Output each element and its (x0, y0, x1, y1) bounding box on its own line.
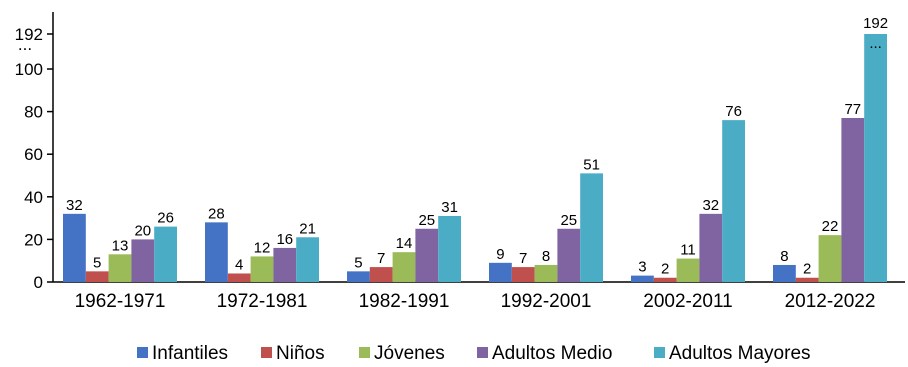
y-tick-label: 60 (24, 145, 43, 164)
bar (653, 277, 677, 282)
data-label: 7 (377, 250, 385, 267)
bar (864, 34, 887, 282)
data-label: 8 (542, 248, 550, 265)
bar (818, 235, 842, 282)
bar (63, 213, 86, 282)
y-tick-label: 0 (34, 273, 43, 292)
data-label: 192 (863, 15, 888, 32)
legend-label: Infantiles (152, 343, 228, 364)
bar (557, 228, 581, 282)
bar (85, 271, 109, 282)
bar (511, 267, 535, 282)
data-label: 4 (235, 256, 243, 273)
legend-label: Niños (276, 343, 325, 364)
data-label: 25 (560, 212, 577, 229)
data-label: 3 (638, 259, 646, 276)
data-label: 5 (354, 254, 362, 271)
legend: Infantiles Niños Jóvenes Adultos Medio Adult… (137, 343, 811, 364)
legend-swatch (261, 347, 272, 358)
data-label: 7 (519, 250, 527, 267)
data-label: 12 (254, 239, 271, 256)
y-tick-label: 192 (15, 25, 43, 44)
bar (795, 277, 819, 282)
bar (369, 267, 393, 282)
bar (631, 275, 654, 282)
bar (773, 264, 796, 282)
x-category-label: 1992-2001 (501, 291, 592, 312)
x-category-label: 1962-1971 (75, 291, 166, 312)
chart-bars (63, 34, 887, 283)
data-label: 26 (157, 210, 174, 227)
legend-swatch (654, 347, 665, 358)
bar (841, 117, 865, 283)
legend-swatch (359, 347, 370, 358)
bar (154, 226, 177, 282)
x-category-label: 1972-1981 (217, 291, 308, 312)
y-axis-ticks: 0 20 40 60 80 100 192... (15, 25, 53, 292)
data-label: 16 (276, 231, 293, 248)
data-label: 9 (496, 246, 504, 263)
y-tick-label: 80 (24, 103, 43, 122)
x-category-label: 2002-2011 (643, 291, 732, 312)
bar (227, 273, 251, 282)
data-label: 25 (418, 212, 435, 229)
data-label: 32 (66, 197, 83, 214)
data-label: 11 (680, 242, 696, 259)
bar (250, 256, 274, 282)
chart-axes (52, 12, 905, 283)
data-label: 28 (208, 205, 225, 222)
legend-label: Adultos Medio (492, 343, 612, 364)
x-category-label: 2012-2022 (785, 291, 876, 312)
bar (415, 228, 439, 282)
bar (296, 237, 319, 282)
bar (131, 239, 155, 282)
data-label: 5 (93, 254, 101, 271)
bar (489, 262, 512, 282)
bar (676, 258, 700, 282)
bar (392, 252, 416, 282)
legend-swatch (137, 347, 148, 358)
bar (722, 120, 745, 283)
y-tick-label: 40 (24, 188, 43, 207)
legend-label: Jóvenes (374, 343, 445, 364)
x-axis-categories: 1962-1971 1972-1981 1982-1991 1992-2001 2002… (75, 291, 876, 312)
bar (580, 173, 603, 282)
legend-label: Adultos Mayores (669, 343, 811, 364)
bar (438, 215, 461, 282)
y-tick-label: 20 (24, 230, 43, 249)
data-label: 8 (780, 248, 788, 265)
data-label: 14 (396, 235, 413, 252)
data-label: 31 (441, 199, 458, 216)
bar (534, 264, 558, 282)
data-label: 2 (661, 261, 669, 278)
bar (699, 213, 723, 282)
data-label: 20 (134, 222, 151, 239)
data-label: 13 (112, 237, 129, 254)
data-label: 32 (702, 197, 719, 214)
x-category-label: 1982-1991 (359, 291, 450, 312)
data-label: 22 (822, 218, 839, 235)
data-label: 51 (583, 156, 600, 173)
bar (205, 222, 228, 282)
data-label: 76 (725, 103, 742, 120)
bar-break-mark: ... (869, 35, 882, 52)
axis-break-mark: ... (18, 35, 32, 54)
data-label: 2 (803, 261, 811, 278)
legend-swatch (477, 347, 488, 358)
data-label: 77 (844, 101, 861, 118)
bar (273, 247, 297, 282)
bar (108, 254, 132, 282)
y-tick-label: 100 (15, 60, 43, 79)
data-label: 21 (299, 220, 316, 237)
bar (347, 271, 370, 282)
